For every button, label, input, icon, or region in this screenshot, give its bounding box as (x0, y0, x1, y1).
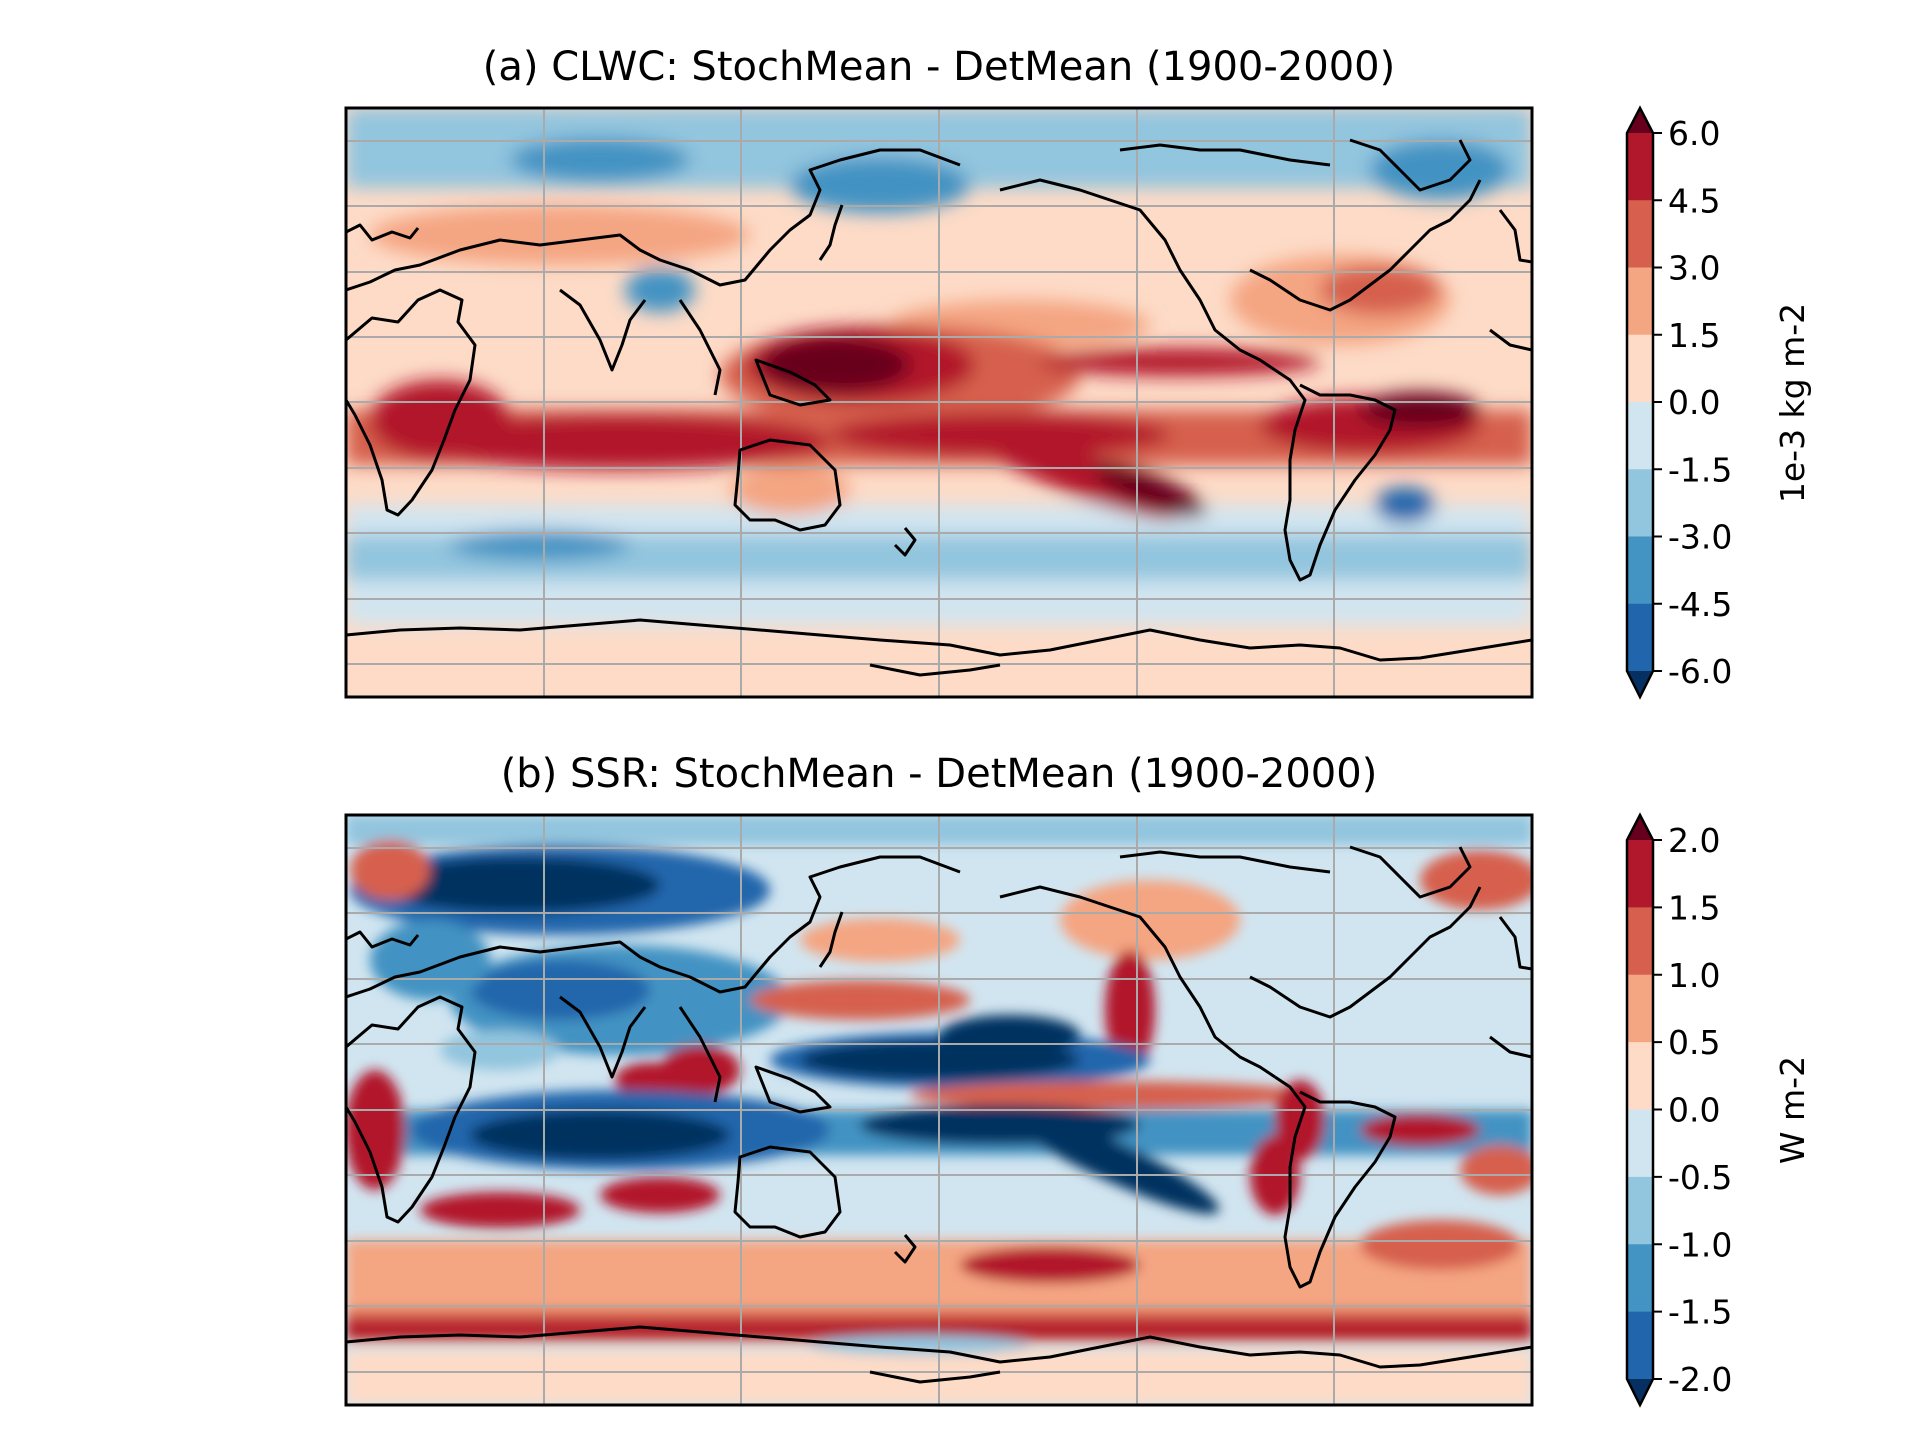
panel-b-colorbar-bin (1627, 1109, 1653, 1178)
panel-a-colorbar-bin (1627, 603, 1653, 672)
panel-b: (b) SSR: StochMean - DetMean (1900-2000) (344, 751, 1812, 1408)
panel-b-colorbar-bin (1627, 1176, 1653, 1245)
panel-b-colorbar-tick-label: -1.5 (1668, 1293, 1732, 1332)
panel-a-colorbar-bin (1627, 334, 1653, 403)
panel-a-gridlines (346, 108, 1532, 697)
panel-a-title: (a) CLWC: StochMean - DetMean (1900-2000… (483, 44, 1395, 90)
panel-a-colorbar-bin (1627, 267, 1653, 336)
panel-b-colorbar-tick-label: -1.0 (1668, 1225, 1732, 1264)
panel-b-coastlines (346, 845, 1532, 1384)
panel-b-colorbar-under (1627, 1379, 1653, 1405)
panel-a: (a) CLWC: StochMean - DetMean (1900-2000… (344, 44, 1812, 700)
panel-a-colorbar-bin (1627, 402, 1653, 470)
panel-b-colorbar-tick-label: 1.5 (1668, 888, 1720, 927)
panel-a-colorbar-tick-label: -6.0 (1668, 652, 1732, 691)
panel-a-colorbar-bin (1627, 469, 1653, 538)
panel-a-frame (344, 106, 1534, 699)
panel-a-colorbar-under (1627, 671, 1653, 697)
panel-b-colorbar: 2.0 1.5 1.0 0.5 0.0 -0.5 -1.0 -1.5 -2.0 W m-2 (1625, 812, 1812, 1408)
panel-b-colorbar-tick-label: 2.0 (1668, 821, 1720, 860)
panel-b-colorbar-bins (1627, 840, 1653, 1380)
panel-a-colorbar-tick-label: -1.5 (1668, 450, 1732, 489)
panel-b-map (346, 815, 1532, 1405)
panel-a-colorbar-tick-label: 0.0 (1668, 383, 1720, 422)
panel-a-colorbar-bins (1627, 133, 1653, 672)
panel-a-colorbar-bin (1627, 536, 1653, 605)
panel-b-frame (344, 813, 1534, 1407)
panel-a-colorbar-bin (1627, 133, 1653, 201)
panel-b-colorbar-label: W m-2 (1773, 1056, 1812, 1164)
panel-b-gridlines (346, 815, 1532, 1405)
panel-a-colorbar-bin (1627, 200, 1653, 269)
panel-b-colorbar-ticks: 2.0 1.5 1.0 0.5 0.0 -0.5 -1.0 -1.5 -2.0 (1653, 821, 1732, 1399)
panel-b-colorbar-tick-label: 1.0 (1668, 956, 1720, 995)
panel-b-colorbar-bin (1627, 974, 1653, 1043)
panel-a-colorbar-tick-label: 4.5 (1668, 181, 1720, 220)
panel-b-colorbar-bin (1627, 1244, 1653, 1313)
panel-a-colorbar: 6.0 4.5 3.0 1.5 0.0 -1.5 -3.0 -4.5 -6.0 1e-3 kg … (1625, 105, 1812, 700)
panel-b-colorbar-bin (1627, 840, 1653, 908)
panel-b-colorbar-over (1627, 815, 1653, 840)
panel-a-colorbar-tick-label: 6.0 (1668, 114, 1720, 153)
panel-b-colorbar-bin (1627, 1311, 1653, 1380)
panel-a-coastlines (346, 138, 1532, 677)
panel-b-colorbar-tick-label: 0.0 (1668, 1091, 1720, 1130)
panel-a-colorbar-ticks: 6.0 4.5 3.0 1.5 0.0 -1.5 -3.0 -4.5 -6.0 (1653, 114, 1732, 691)
panel-a-colorbar-tick-label: -3.0 (1668, 518, 1732, 557)
panel-a-colorbar-tick-label: 1.5 (1668, 316, 1720, 355)
panel-a-colorbar-tick-label: -4.5 (1668, 585, 1732, 624)
panel-b-colorbar-bin (1627, 907, 1653, 976)
panel-b-colorbar-tick-label: -0.5 (1668, 1158, 1732, 1197)
panel-a-colorbar-over (1627, 108, 1653, 133)
panel-a-colorbar-tick-label: 3.0 (1668, 249, 1720, 288)
panel-b-colorbar-tick-label: 0.5 (1668, 1023, 1720, 1062)
panel-a-colorbar-label: 1e-3 kg m-2 (1773, 303, 1812, 503)
panel-b-colorbar-tick-label: -2.0 (1668, 1360, 1732, 1399)
panel-b-title: (b) SSR: StochMean - DetMean (1900-2000) (501, 751, 1378, 797)
panel-b-colorbar-bin (1627, 1042, 1653, 1111)
panel-a-map (346, 108, 1532, 697)
